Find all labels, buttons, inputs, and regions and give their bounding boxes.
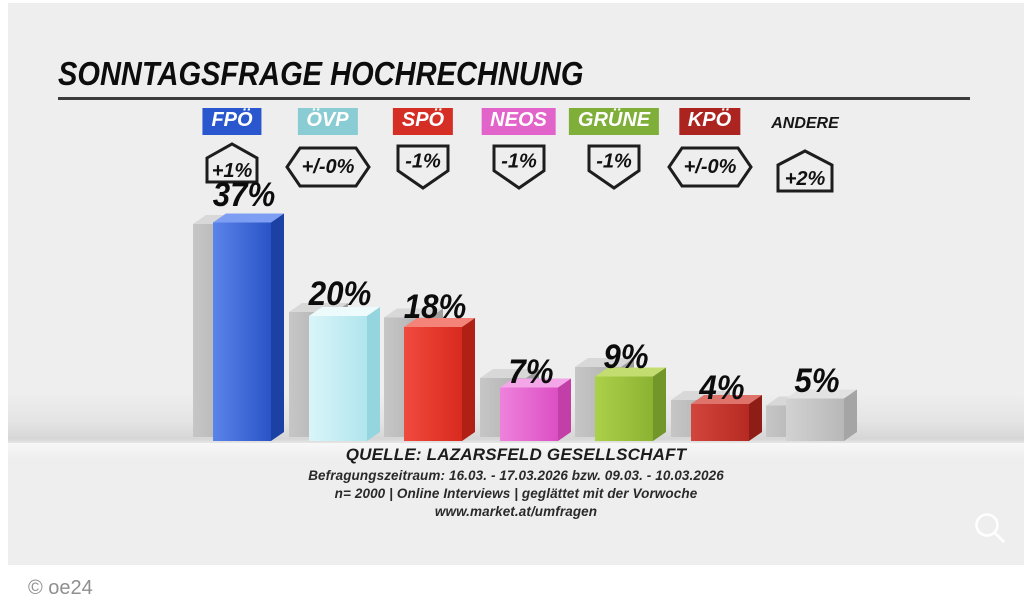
sample-info: n= 2000 | Online Interviews | geglättet … [334, 486, 698, 501]
change-badge-label: -1% [596, 150, 632, 172]
bar-group-övp [288, 303, 380, 441]
change-badge-label: +2% [785, 168, 826, 190]
bar-group-spö [384, 308, 475, 441]
bar-group-fpö [193, 213, 284, 441]
change-badge-label: +1% [212, 160, 253, 182]
value-label-neos: 7% [507, 352, 554, 391]
source-line: QUELLE: LAZARSFELD GESELLSCHAFT [345, 445, 687, 464]
trend-badge-down: -1% [492, 144, 545, 190]
party-label-spö: SPÖ [392, 108, 454, 135]
party-label-grüne: GRÜNE [568, 108, 660, 135]
bar-group-kpö [670, 391, 762, 441]
value-label-fpö: 37% [212, 175, 276, 214]
value-label-kpö: 4% [698, 369, 745, 407]
chart-title: SONNTAGSFRAGE HOCHRECHNUNG [58, 55, 584, 92]
value-label-grüne: 9% [603, 337, 649, 376]
trend-badge-up: +1% [205, 142, 259, 184]
trend-badge-zero: +/-0% [284, 146, 371, 188]
party-label-neos: NEOS [481, 108, 556, 135]
change-badge-label: -1% [501, 150, 537, 172]
value-label-övp: 20% [308, 275, 371, 313]
title-underline [58, 97, 970, 100]
party-label-andere: ANDERE [771, 115, 839, 132]
trend-badge-zero: +/-0% [666, 146, 753, 188]
source-url: www.market.at/umfragen [434, 504, 598, 519]
party-label-kpö: KPÖ [678, 108, 741, 135]
value-label-spö: 18% [403, 288, 467, 326]
trend-badge-down: -1% [396, 144, 450, 190]
party-label-fpö: FPÖ [202, 108, 262, 135]
survey-period: Befragungszeitraum: 16.03. - 17.03.2026 … [308, 468, 724, 483]
change-badge-label: +/-0% [301, 156, 354, 178]
change-badge-label: -1% [405, 150, 441, 172]
trend-badge-up: +2% [776, 149, 834, 193]
bar-groups-container: FPÖ +1% 37% ÖVP +/-0% [8, 3, 1024, 565]
poll-chart-figure: SONNTAGSFRAGE HOCHRECHNUNG FPÖ +1% 37% ÖV [8, 3, 1024, 565]
copyright-credit: © oe24 [28, 577, 93, 599]
bar-group-grüne [575, 358, 666, 441]
change-badge-label: +/-0% [683, 156, 736, 178]
trend-badge-down: -1% [587, 144, 641, 190]
party-label-övp: ÖVP [297, 108, 358, 135]
floor-highlight [8, 443, 1024, 459]
magnifier-icon[interactable] [970, 508, 1010, 548]
value-label-andere: 5% [794, 361, 840, 400]
bar-group-andere [766, 389, 857, 441]
bar-group-neos [479, 369, 571, 441]
source-block: QUELLE: LAZARSFELD GESELLSCHAFT Befragun… [8, 445, 1024, 519]
